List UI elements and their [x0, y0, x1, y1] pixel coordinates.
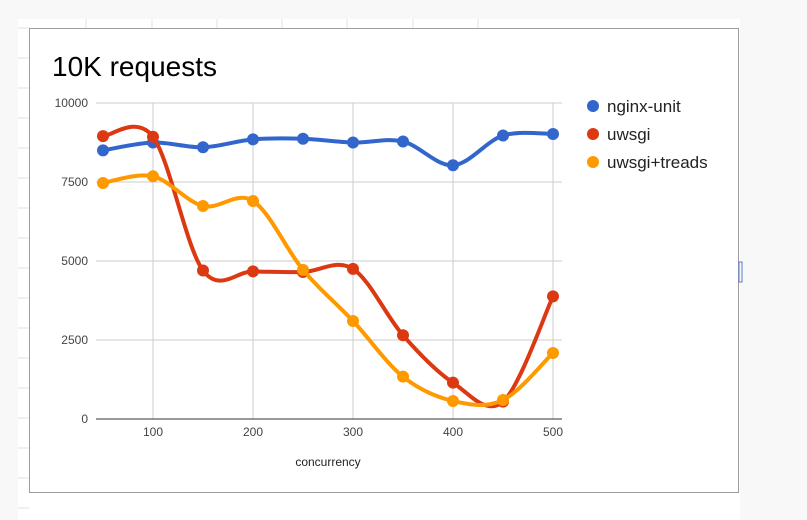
- y-tick-label: 5000: [61, 254, 88, 268]
- x-tick-label: 500: [543, 425, 563, 439]
- legend-marker-nginx-unit: [587, 100, 599, 112]
- data-point-uwsgi+treads: [397, 370, 409, 383]
- data-point-uwsgi+treads: [447, 394, 459, 407]
- data-point-uwsgi: [147, 130, 159, 143]
- x-tick-label: 100: [143, 425, 163, 439]
- data-point-uwsgi+treads: [547, 346, 559, 359]
- legend-marker-uwsgi+treads: [587, 156, 599, 168]
- data-point-uwsgi: [197, 264, 209, 277]
- data-point-uwsgi+treads: [247, 194, 259, 207]
- cell-selection: [738, 261, 743, 283]
- data-point-nginx-unit: [397, 135, 409, 148]
- data-point-uwsgi+treads: [497, 394, 509, 407]
- data-point-uwsgi+treads: [197, 200, 209, 213]
- data-point-uwsgi: [97, 130, 109, 143]
- data-point-uwsgi: [397, 329, 409, 342]
- data-point-uwsgi+treads: [97, 176, 109, 189]
- x-axis-label: concurrency: [295, 455, 360, 469]
- x-tick-label: 300: [343, 425, 363, 439]
- data-point-uwsgi+treads: [297, 263, 309, 276]
- y-tick-label: 2500: [61, 333, 88, 347]
- data-point-uwsgi: [347, 262, 359, 275]
- data-point-uwsgi: [247, 265, 259, 278]
- data-point-uwsgi+treads: [347, 315, 359, 328]
- series-line-uwsgi: [102, 124, 555, 409]
- legend-label: uwsgi+treads: [607, 153, 708, 172]
- legend-label: uwsgi: [607, 125, 650, 144]
- series-line-uwsgi+treads: [102, 173, 555, 407]
- data-point-nginx-unit: [347, 136, 359, 149]
- data-point-nginx-unit: [447, 159, 459, 172]
- chart-title: 10K requests: [52, 51, 217, 82]
- data-point-nginx-unit: [297, 132, 309, 145]
- data-point-nginx-unit: [97, 144, 109, 157]
- series-line-nginx-unit: [102, 130, 554, 168]
- x-tick-label: 400: [443, 425, 463, 439]
- data-point-nginx-unit: [547, 127, 559, 140]
- data-point-nginx-unit: [247, 133, 259, 146]
- y-tick-label: 7500: [61, 175, 88, 189]
- data-point-uwsgi+treads: [147, 170, 159, 183]
- data-point-uwsgi: [547, 290, 559, 303]
- legend-label: nginx-unit: [607, 97, 681, 116]
- x-tick-label: 200: [243, 425, 263, 439]
- y-tick-label: 10000: [55, 96, 89, 110]
- legend-marker-uwsgi: [587, 128, 599, 140]
- y-tick-label: 0: [81, 412, 88, 426]
- data-point-nginx-unit: [497, 129, 509, 142]
- data-point-uwsgi: [447, 376, 459, 389]
- data-point-nginx-unit: [197, 141, 209, 154]
